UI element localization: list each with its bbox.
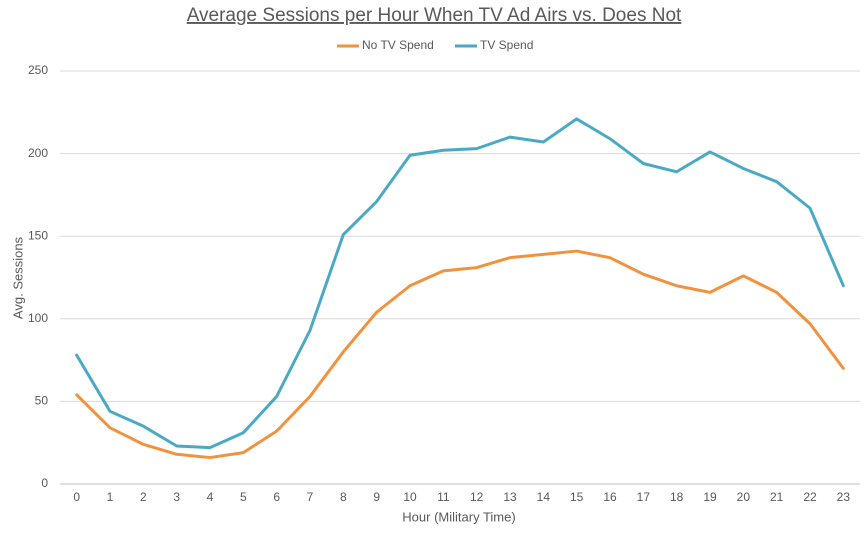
- x-tick-label: 6: [273, 490, 280, 504]
- x-tick-label: 3: [173, 490, 180, 504]
- x-tick-label: 13: [503, 490, 517, 504]
- x-tick-label: 20: [737, 490, 751, 504]
- x-tick-label: 5: [240, 490, 247, 504]
- chart-title: Average Sessions per Hour When TV Ad Air…: [187, 5, 682, 26]
- x-tick-label: 9: [373, 490, 380, 504]
- series-line: [75, 249, 845, 460]
- y-tick-label: 250: [28, 63, 48, 77]
- x-axis-title: Hour (Military Time): [402, 509, 515, 524]
- x-tick-label: 15: [570, 490, 584, 504]
- x-tick-label: 18: [670, 490, 684, 504]
- x-tick-label: 10: [403, 490, 417, 504]
- x-tick-label: 2: [140, 490, 147, 504]
- x-tick-label: 1: [107, 490, 114, 504]
- x-tick-label: 14: [537, 490, 551, 504]
- x-tick-label: 21: [770, 490, 784, 504]
- x-tick-label: 8: [340, 490, 347, 504]
- x-tick-label: 4: [207, 490, 214, 504]
- x-tick-label: 17: [637, 490, 651, 504]
- x-tick-label: 12: [470, 490, 484, 504]
- y-tick-label: 50: [35, 394, 49, 408]
- x-tick-label: 11: [437, 490, 450, 504]
- x-tick-label: 16: [603, 490, 617, 504]
- x-tick-label: 22: [803, 490, 817, 504]
- series-line: [75, 117, 845, 450]
- x-tick-label: 23: [837, 490, 851, 504]
- x-tick-label: 19: [703, 490, 717, 504]
- y-tick-label: 100: [28, 311, 48, 325]
- y-tick-label: 200: [28, 146, 48, 160]
- legend-label: No TV Spend: [362, 38, 434, 52]
- x-tick-label: 7: [307, 490, 314, 504]
- y-axis-title: Avg. Sessions: [10, 236, 25, 319]
- legend-label: TV Spend: [480, 38, 533, 52]
- y-tick-label: 150: [28, 228, 48, 242]
- x-tick-label: 0: [73, 490, 80, 504]
- y-tick-label: 0: [41, 476, 48, 490]
